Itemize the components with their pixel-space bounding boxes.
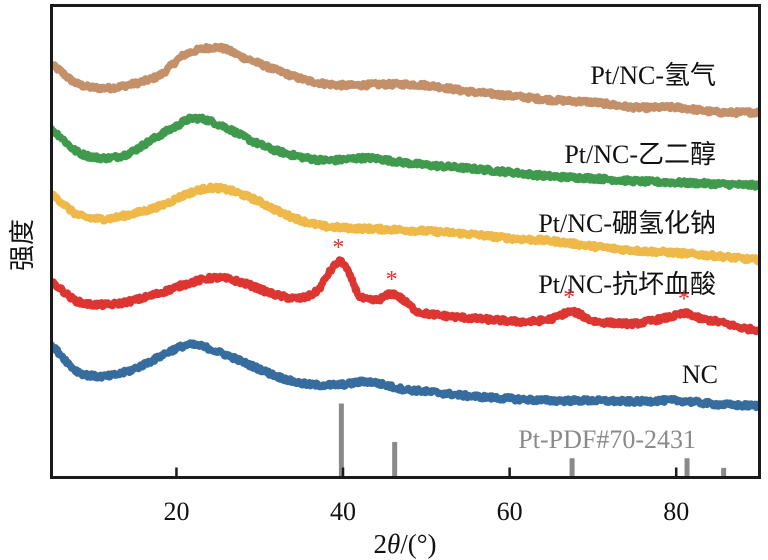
x-axis-label-theta: θ bbox=[387, 529, 400, 559]
x-tick-label-40: 40 bbox=[330, 497, 356, 526]
series-label-sodium-borohydride: Pt/NC-硼氢化钠 bbox=[538, 209, 716, 238]
series-label-nc: NC bbox=[682, 360, 718, 389]
peak-marker-asterisk: * bbox=[386, 267, 398, 293]
curve-nc bbox=[52, 339, 759, 412]
x-axis-label-prefix: 2 bbox=[373, 529, 387, 559]
peak-markers: * * * * bbox=[332, 235, 690, 313]
x-tick-label-60: 60 bbox=[497, 497, 523, 526]
reference-stick bbox=[721, 467, 727, 478]
peak-marker-asterisk: * bbox=[563, 285, 575, 311]
reference-stick bbox=[392, 441, 398, 478]
x-axis-label: 2θ/(°) bbox=[373, 529, 436, 559]
x-axis-tick-labels: 20 40 60 80 bbox=[163, 497, 689, 526]
x-tick-label-20: 20 bbox=[163, 497, 189, 526]
reference-stick bbox=[569, 458, 575, 478]
curves bbox=[52, 42, 759, 412]
reference-stick bbox=[684, 458, 690, 478]
peak-marker-asterisk: * bbox=[332, 235, 344, 261]
reference-label: Pt-PDF#70-2431 bbox=[518, 425, 696, 454]
series-label-ascorbic-acid: Pt/NC-抗坏血酸 bbox=[538, 270, 716, 299]
reference-stick bbox=[338, 403, 344, 478]
x-tick-label-80: 80 bbox=[663, 497, 689, 526]
reference-sticks bbox=[338, 403, 727, 478]
plot-frame bbox=[50, 4, 761, 479]
x-axis-label-suffix: /(°) bbox=[400, 529, 436, 559]
curve-ascorbic-acid bbox=[52, 256, 759, 336]
series-label-hydrogen: Pt/NC-氢气 bbox=[590, 61, 716, 90]
curve-hydrogen bbox=[52, 42, 759, 118]
curve-sodium-borohydride bbox=[52, 182, 759, 266]
curve-ethylene-glycol bbox=[52, 113, 759, 191]
peak-marker-asterisk: * bbox=[678, 287, 690, 313]
series-label-ethylene-glycol: Pt/NC-乙二醇 bbox=[564, 140, 716, 169]
y-axis-label: 强度 bbox=[8, 219, 37, 271]
x-axis-ticks bbox=[175, 467, 678, 478]
